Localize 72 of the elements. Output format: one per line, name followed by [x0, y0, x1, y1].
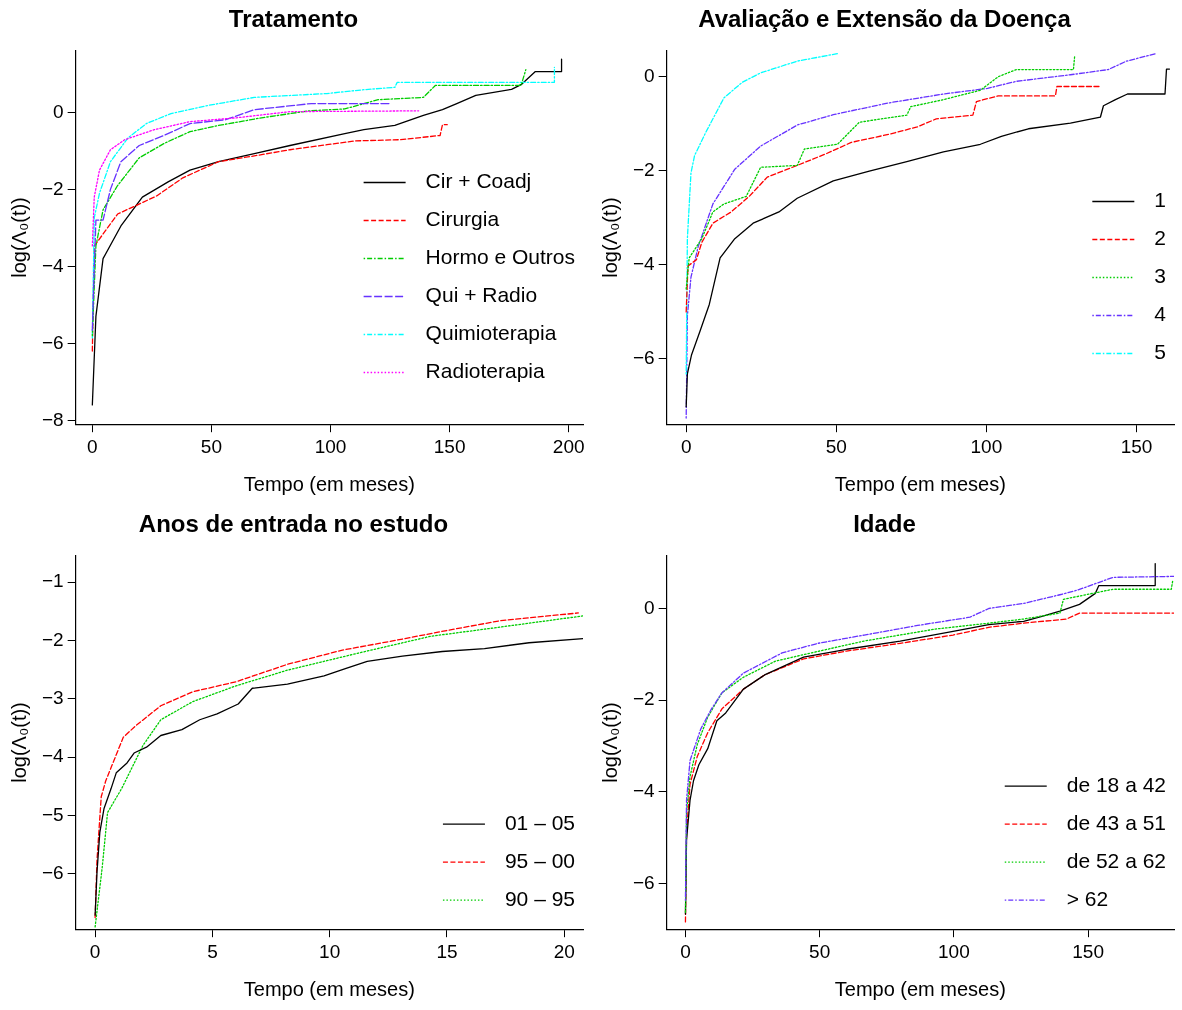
legend-label: 01 – 05 — [504, 811, 576, 834]
y-axis-title: log(Λ₀(t)) — [7, 197, 30, 278]
legend-label: Qui + Radio — [425, 283, 538, 307]
x-tick-label: 100 — [314, 435, 347, 457]
y-tick-label: −6 — [41, 862, 64, 884]
x-tick-label: 50 — [200, 435, 222, 457]
legend-label: 90 – 95 — [504, 887, 576, 910]
chart-title: Tratamento — [228, 5, 359, 33]
y-tick-label: 0 — [644, 64, 655, 86]
x-tick-label: 100 — [938, 940, 970, 962]
y-axis-title: log(Λ₀(t)) — [598, 197, 621, 278]
legend-label: Hormo e Outros — [425, 245, 576, 269]
y-tick-label: −3 — [41, 686, 64, 708]
y-tick-label: −2 — [632, 688, 655, 710]
x-tick-label: 0 — [89, 940, 101, 962]
x-axis-title: Tempo (em meses) — [834, 977, 1006, 1000]
legend-label: Quimioterapia — [425, 321, 557, 345]
line-series — [685, 52, 839, 375]
y-tick-label: −4 — [632, 252, 656, 274]
line-series — [91, 110, 420, 247]
y-tick-label: 0 — [644, 596, 655, 618]
x-tick-label: 0 — [680, 435, 692, 457]
y-tick-label: −2 — [632, 158, 655, 180]
chart-title: Avaliação e Extensão da Doença — [698, 5, 1072, 33]
x-tick-label: 0 — [87, 435, 98, 457]
chart-title: Idade — [853, 510, 916, 538]
legend-label: Cir + Coadj — [425, 169, 532, 193]
y-tick-label: −6 — [632, 871, 655, 893]
line-series — [91, 102, 391, 331]
y-tick-label: −6 — [632, 346, 655, 368]
x-tick-label: 0 — [680, 940, 691, 962]
y-tick-label: −4 — [41, 745, 65, 767]
y-axis-title: log(Λ₀(t)) — [598, 702, 621, 783]
y-tick-label: −4 — [41, 254, 65, 276]
x-tick-label: 200 — [552, 435, 585, 457]
y-tick-label: −5 — [41, 803, 64, 825]
legend-label: 95 – 00 — [504, 849, 576, 872]
legend-label: de 43 a 51 — [1066, 811, 1167, 834]
y-tick-label: 0 — [53, 100, 64, 122]
chart-title: Anos de entrada no estudo — [138, 510, 449, 538]
legend-label: Radioterapia — [425, 359, 546, 383]
legend-label: de 18 a 42 — [1066, 773, 1167, 796]
x-tick-label: 15 — [436, 940, 458, 962]
legend-label: 4 — [1154, 302, 1167, 326]
y-tick-label: −2 — [41, 628, 64, 650]
legend-label: 5 — [1154, 340, 1167, 364]
x-axis-title: Tempo (em meses) — [834, 472, 1006, 495]
legend-label: de 52 a 62 — [1066, 849, 1167, 872]
x-tick-label: 10 — [319, 940, 341, 962]
legend-label: 1 — [1154, 188, 1167, 212]
y-tick-label: −6 — [41, 331, 64, 353]
legend-label: 2 — [1154, 226, 1167, 250]
x-tick-label: 50 — [809, 940, 831, 962]
x-tick-label: 150 — [1072, 940, 1104, 962]
x-tick-label: 5 — [207, 940, 218, 962]
x-tick-label: 50 — [825, 435, 847, 457]
x-tick-label: 150 — [1120, 435, 1153, 457]
legend-label: Cirurgia — [425, 207, 500, 231]
x-tick-label: 100 — [970, 435, 1003, 457]
x-tick-label: 150 — [433, 435, 466, 457]
y-tick-label: −2 — [41, 177, 64, 199]
y-tick-label: −4 — [632, 779, 656, 801]
y-tick-label: −1 — [41, 570, 64, 592]
legend-label: 3 — [1154, 264, 1167, 288]
legend-label: > 62 — [1066, 887, 1109, 910]
y-tick-label: −8 — [41, 408, 64, 430]
x-axis-title: Tempo (em meses) — [243, 472, 415, 495]
y-axis-title: log(Λ₀(t)) — [7, 702, 30, 783]
line-series — [685, 85, 1102, 313]
x-tick-label: 20 — [553, 940, 575, 962]
x-axis-title: Tempo (em meses) — [243, 977, 415, 1000]
line-series — [685, 55, 1076, 290]
